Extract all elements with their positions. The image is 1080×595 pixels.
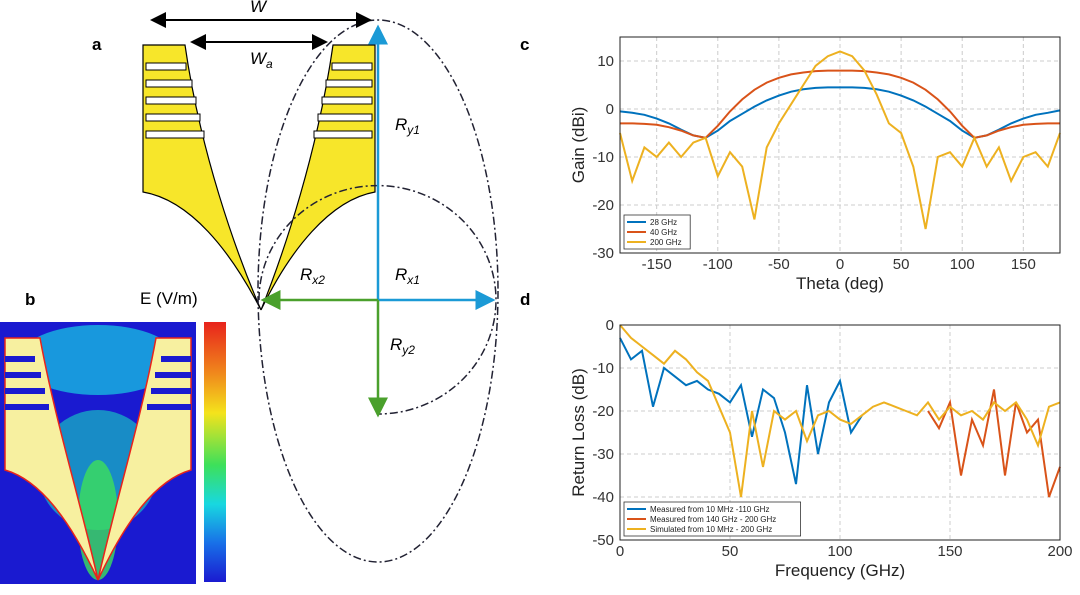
panel-label: a <box>92 35 102 54</box>
x-tick-label: 100 <box>827 543 852 560</box>
axes-box <box>619 36 1061 254</box>
y-axis-label: Gain (dBi) <box>569 107 588 184</box>
panel-label: d <box>520 290 530 309</box>
legend-label: 40 GHz <box>650 228 677 237</box>
x-tick-label: 0 <box>616 543 624 560</box>
data-line <box>620 69 1060 139</box>
legend-box <box>623 501 802 537</box>
x-axis-label: Theta (deg) <box>796 274 884 293</box>
x-tick-label: 200 <box>1047 543 1072 560</box>
colorbar-label: E (V/m) <box>140 289 198 308</box>
y-tick-label: -40 <box>592 489 614 506</box>
data-line <box>619 324 1061 498</box>
dimension-label: W <box>250 0 268 16</box>
y-tick-label: 10 <box>597 53 614 70</box>
antenna-diagram: W Wa Ry1 Rx1 Rx2 Ry2 <box>142 0 499 563</box>
x-axis-label: Frequency (GHz) <box>775 561 905 580</box>
legend-label: Measured from 10 MHz -110 GHz <box>650 505 769 514</box>
y-tick-label: -10 <box>592 360 614 377</box>
y-axis-label: Return Loss (dB) <box>569 368 588 497</box>
x-tick-label: 150 <box>1011 256 1036 273</box>
x-tick-label: 50 <box>722 543 739 560</box>
y-tick-label: -30 <box>592 446 614 463</box>
axes-box <box>619 324 1061 541</box>
x-tick-label: 150 <box>937 543 962 560</box>
panel-label: c <box>520 35 529 54</box>
y-tick-label: -50 <box>592 532 614 549</box>
dimension-label: Wa <box>250 49 273 71</box>
dimension-label: Rx2 <box>300 265 325 287</box>
y-tick-label: -20 <box>592 403 614 420</box>
y-tick-label: -30 <box>592 245 614 262</box>
x-tick-label: 100 <box>950 256 975 273</box>
y-tick-label: 0 <box>606 101 614 118</box>
x-tick-label: -150 <box>642 256 672 273</box>
legend-label: Simulated from 10 MHz - 200 GHz <box>650 525 772 534</box>
x-tick-label: 50 <box>893 256 910 273</box>
field-plot: E (V/m) <box>0 289 226 584</box>
legend-label: 28 GHz <box>650 218 677 227</box>
data-line <box>619 337 863 485</box>
x-tick-label: -100 <box>703 256 733 273</box>
data-line <box>619 50 1061 230</box>
y-tick-label: -20 <box>592 197 614 214</box>
x-tick-label: -50 <box>768 256 790 273</box>
colorbar <box>204 322 226 582</box>
y-tick-label: -10 <box>592 149 614 166</box>
dimension-label: Ry2 <box>390 335 415 357</box>
x-tick-label: 0 <box>836 256 844 273</box>
legend-label: 200 GHz <box>650 238 682 247</box>
legend-label: Measured from 140 GHz - 200 GHz <box>650 515 776 524</box>
data-line <box>927 389 1061 498</box>
dimension-label: Rx1 <box>395 265 420 287</box>
panel-label: b <box>25 290 35 309</box>
y-tick-label: 0 <box>606 317 614 334</box>
dimension-label: Ry1 <box>395 115 420 137</box>
